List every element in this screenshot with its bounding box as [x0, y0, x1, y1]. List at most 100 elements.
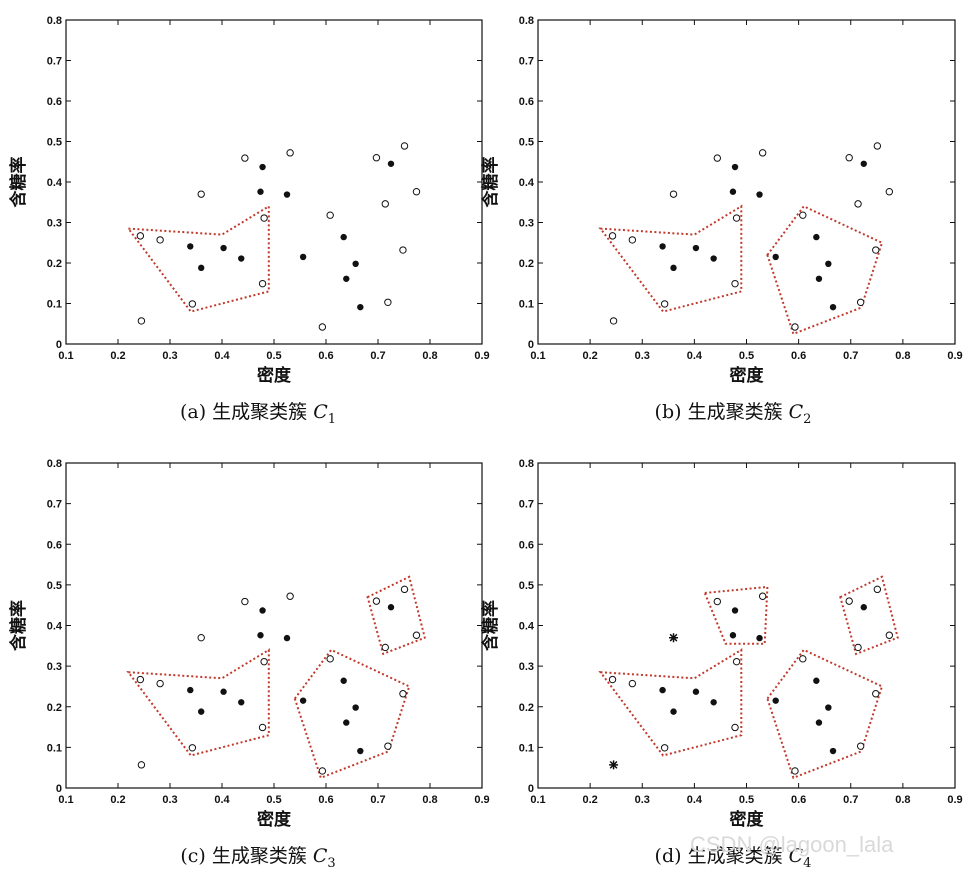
caption-variable: C — [789, 845, 804, 867]
cluster-boundary — [126, 204, 270, 313]
cluster-boundary — [839, 575, 899, 656]
scatter-point-hollow — [660, 300, 669, 308]
cluster-boundary — [703, 585, 769, 645]
scatter-point-hollow — [188, 744, 197, 752]
scatter-point-filled — [220, 244, 227, 252]
scatter-point-hollow — [384, 298, 392, 306]
x-tick-label: 0.7 — [843, 350, 858, 362]
scatter-point-filled — [825, 704, 832, 711]
scatter-point-hollow — [872, 246, 880, 254]
scatter-point-hollow — [732, 214, 741, 222]
scatter-point-filled — [829, 747, 837, 755]
x-tick-label: 0.5 — [266, 794, 281, 806]
scatter-point-hollow — [318, 767, 327, 775]
scatter-point-hollow — [731, 279, 739, 288]
x-tick-label: 0.9 — [474, 350, 489, 362]
x-axis-label: 密度 — [730, 365, 765, 386]
scatter-point-hollow — [286, 149, 294, 157]
scatter-point-hollow — [412, 631, 421, 639]
scatter-point-filled — [238, 255, 245, 262]
scatter-point-hollow — [608, 232, 617, 240]
scatter-point-hollow — [731, 723, 739, 732]
x-tick-label: 0.9 — [474, 794, 489, 806]
scatter-point-hollow — [188, 300, 197, 308]
plot-frame — [65, 19, 483, 345]
scatter-point-hollow — [326, 211, 334, 219]
scatter-point-filled — [772, 253, 779, 261]
cluster-boundary — [366, 575, 426, 656]
watermark-text: CSDN @lagoon_lala — [690, 832, 894, 857]
scatter-point-hollow — [381, 643, 389, 652]
scatter-point-hollow — [873, 142, 882, 150]
y-tick-label: 0.1 — [519, 299, 534, 311]
scatter-point-hollow — [137, 761, 146, 769]
caption-text: (b) 生成聚类簇 — [655, 401, 789, 423]
y-tick-label: 0.5 — [47, 580, 62, 592]
x-tick-label: 0.6 — [791, 794, 806, 806]
scatter-point-filled — [257, 632, 264, 639]
x-tick-label: 0.1 — [530, 350, 545, 362]
scatter-point-hollow — [286, 592, 294, 600]
scatter-point-filled — [710, 255, 717, 262]
y-tick-label: 0.5 — [519, 580, 534, 592]
y-tick-label: 0.1 — [47, 299, 62, 311]
cluster-boundary — [766, 648, 884, 780]
scatter-point-filled — [352, 704, 359, 711]
scatter-point-hollow — [318, 323, 327, 331]
x-tick-label: 0.7 — [843, 794, 858, 806]
y-tick-label: 0.2 — [519, 702, 534, 714]
scatter-point-filled — [659, 686, 666, 694]
x-tick-label: 0.1 — [58, 350, 73, 362]
y-tick-label: 0.7 — [519, 56, 534, 68]
scatter-point-hollow — [156, 679, 164, 688]
scatter-point-filled — [283, 634, 291, 642]
y-tick-label: 0.6 — [519, 96, 534, 108]
y-tick-label: 0 — [528, 783, 534, 795]
scatter-point-filled — [729, 188, 737, 195]
scatter-point-filled — [860, 160, 867, 167]
y-tick-label: 0.6 — [519, 539, 534, 551]
y-tick-label: 0.4 — [519, 621, 535, 633]
y-tick-label: 0.3 — [519, 218, 534, 230]
scatter-point-hollow — [241, 597, 249, 606]
cluster-boundary — [293, 648, 411, 780]
panels-group: 0.1 0.2 0.3 0.4 0.5 0.6 0.7 0.8 0.900.10.20.30.4… — [8, 15, 963, 869]
scatter-point-hollow — [197, 633, 205, 642]
y-axis-label: 含糖率 — [480, 600, 501, 651]
x-tick-label: 0.7 — [370, 350, 385, 362]
scatter-point-filled — [299, 697, 307, 704]
scatter-point-hollow — [885, 631, 894, 639]
scatter-point-filled — [860, 604, 867, 611]
x-tick-label: 0.2 — [582, 794, 597, 806]
x-tick-label: 0.8 — [422, 794, 437, 806]
y-tick-label: 0.8 — [519, 458, 534, 470]
x-tick-label: 0.2 — [582, 350, 597, 362]
scatter-point-hollow — [609, 317, 618, 325]
caption-variable: C — [313, 845, 328, 867]
scatter-point-noise — [609, 760, 619, 770]
cluster-boundary — [598, 204, 743, 313]
scatter-point-hollow — [845, 154, 853, 162]
scatter-point-hollow — [885, 188, 894, 196]
scatter-point-hollow — [799, 211, 807, 219]
caption-text: (d) 生成聚类簇 — [655, 845, 789, 867]
caption-subscript: 4 — [803, 856, 811, 869]
scatter-point-filled — [692, 244, 700, 252]
scatter-point-hollow — [732, 657, 741, 666]
y-tick-label: 0 — [528, 339, 534, 351]
x-tick-label: 0.8 — [895, 794, 910, 806]
scatter-point-hollow — [137, 317, 146, 325]
x-tick-label: 0.2 — [110, 350, 125, 362]
scatter-point-hollow — [799, 655, 807, 663]
scatter-point-filled — [257, 188, 264, 195]
scatter-point-hollow — [713, 154, 722, 162]
scatter-point-filled — [299, 253, 307, 261]
scatter-point-hollow — [400, 585, 409, 594]
scatter-point-filled — [813, 233, 820, 241]
scatter-point-hollow — [854, 200, 862, 208]
y-tick-label: 0.2 — [47, 258, 62, 270]
scatter-point-filled — [198, 264, 205, 272]
scatter-point-filled — [815, 719, 823, 726]
scatter-point-hollow — [399, 690, 407, 698]
